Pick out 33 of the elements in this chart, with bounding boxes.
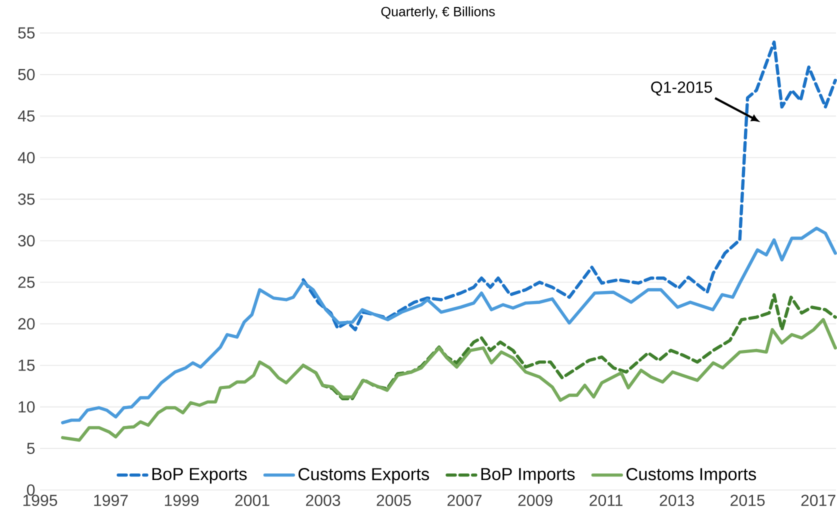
y-tick-label: 25 bbox=[18, 276, 35, 288]
y-tick-label: 15 bbox=[18, 360, 35, 371]
legend-label: BoP Imports bbox=[481, 468, 575, 484]
legend-label: Customs Exports bbox=[298, 468, 430, 484]
x-tick-label: 2007 bbox=[448, 494, 482, 506]
legend-label: BoP Exports bbox=[152, 468, 247, 484]
y-tick-label: 40 bbox=[18, 152, 35, 164]
chart-title: Quarterly, € Billions bbox=[381, 6, 495, 19]
x-tick-label: 1999 bbox=[164, 494, 199, 506]
x-tick-label: 2003 bbox=[306, 494, 340, 506]
x-tick-label: 2011 bbox=[590, 494, 622, 506]
legend-label: Customs Imports bbox=[626, 468, 756, 484]
x-tick-label: 2013 bbox=[660, 494, 694, 506]
y-tick-label: 20 bbox=[18, 318, 35, 330]
y-tick-label: 45 bbox=[18, 110, 35, 122]
annotation: Q1-2015 bbox=[651, 82, 712, 96]
line-series bbox=[61, 318, 837, 442]
x-tick-label: 2009 bbox=[518, 494, 552, 506]
y-tick-label: 10 bbox=[18, 401, 35, 413]
y-tick-label: 55 bbox=[18, 27, 35, 39]
x-tick-label: 2001 bbox=[235, 494, 270, 506]
y-tick-label: 5 bbox=[27, 442, 35, 454]
line-series bbox=[61, 226, 837, 424]
y-tick-label: 0 bbox=[27, 484, 35, 496]
x-tick-label: 2005 bbox=[376, 494, 411, 506]
x-tick-label: 2015 bbox=[730, 494, 765, 506]
x-tick-label: 1995 bbox=[23, 494, 58, 506]
line-series bbox=[302, 40, 837, 332]
y-tick-label: 30 bbox=[18, 235, 35, 246]
y-tick-label: 35 bbox=[18, 194, 35, 205]
y-tick-label: 50 bbox=[18, 68, 35, 80]
x-tick-label: 2017 bbox=[801, 494, 836, 506]
x-tick-label: 1997 bbox=[94, 494, 128, 506]
